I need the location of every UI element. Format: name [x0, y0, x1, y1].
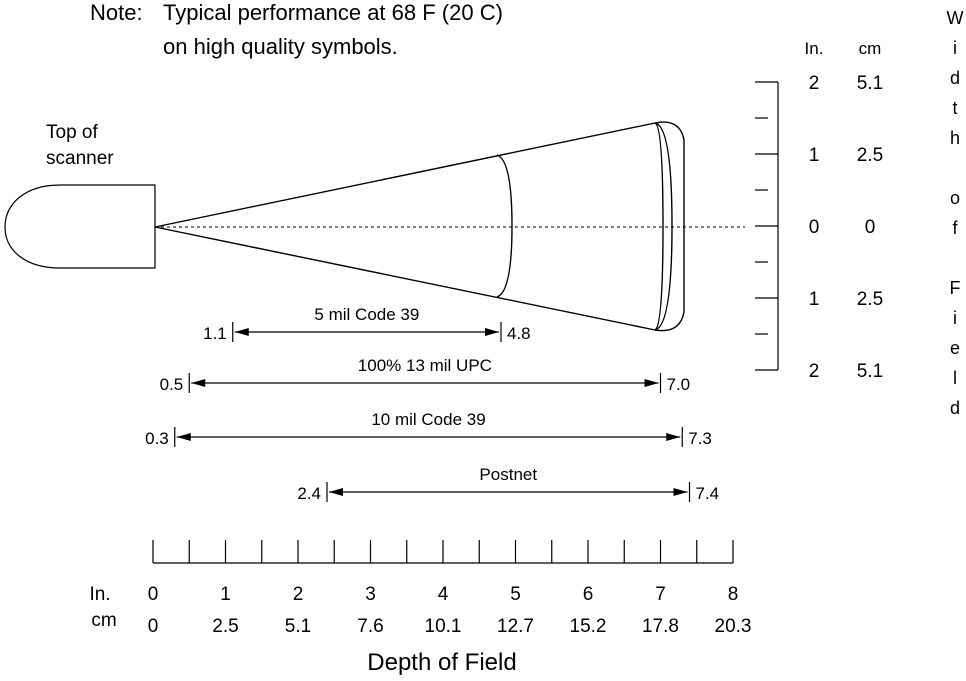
- tick-label: 2: [809, 73, 820, 94]
- arrowhead: [666, 433, 681, 441]
- tick-label: 5.1: [857, 73, 883, 94]
- tick-label: 0: [865, 217, 876, 238]
- tick-label: 2: [809, 361, 820, 382]
- arrowhead: [191, 379, 206, 387]
- beam: [154, 121, 685, 332]
- tick-label: 4: [438, 584, 449, 605]
- note-line: Typical performance at 68 F (20 C): [163, 0, 503, 25]
- tick-label: 0: [809, 217, 820, 238]
- arrowhead: [485, 328, 499, 336]
- scanner: [4, 184, 156, 269]
- range-max: 7.3: [688, 429, 712, 448]
- arrowhead: [329, 488, 343, 496]
- tick-label: 12.7: [497, 616, 534, 637]
- tick-label: 10.1: [425, 616, 462, 637]
- tick-label: 3: [365, 584, 376, 605]
- range-max: 7.4: [696, 484, 720, 503]
- tick-label: 20.3: [715, 616, 752, 637]
- unit-label: In.: [805, 39, 824, 58]
- range-min: 1.1: [203, 324, 227, 343]
- tick-label: 7.6: [357, 616, 383, 637]
- range-name: 5 mil Code 39: [314, 305, 419, 324]
- tick-label: 2: [293, 584, 304, 605]
- axis-title: Depth of Field: [367, 649, 516, 676]
- unit-label: cm: [859, 39, 882, 58]
- note-line: on high quality symbols.: [163, 34, 398, 59]
- width-scale: [755, 81, 779, 371]
- range-name: 10 mil Code 39: [371, 410, 485, 429]
- arrowhead: [234, 328, 249, 336]
- tick-label: 2.5: [857, 145, 883, 166]
- range-min: 2.4: [297, 484, 321, 503]
- tick-label: 7: [655, 584, 666, 605]
- tick-label: 6: [583, 584, 594, 605]
- tick-label: 0: [148, 616, 159, 637]
- tick-label: 1: [220, 584, 231, 605]
- tick-label: 17.8: [642, 616, 679, 637]
- tick-label: 0: [148, 584, 159, 605]
- width-axis-title: Width of Field: [945, 8, 965, 428]
- tick-label: 1: [809, 289, 820, 310]
- tick-label: 8: [728, 584, 739, 605]
- range-name: 100% 13 mil UPC: [358, 356, 492, 375]
- tick-label: 2.5: [212, 616, 238, 637]
- tick-label: 15.2: [570, 616, 607, 637]
- tick-label: 5.1: [857, 361, 883, 382]
- arrowhead: [673, 488, 688, 496]
- range-min: 0.3: [145, 429, 169, 448]
- tick-label: 1: [809, 145, 820, 166]
- scanner-label: Top of: [46, 122, 98, 143]
- scanner-label: scanner: [46, 148, 114, 169]
- tick-label: 5.1: [285, 616, 311, 637]
- arrowhead: [644, 379, 659, 387]
- range-max: 4.8: [507, 324, 531, 343]
- range-max: 7.0: [667, 375, 691, 394]
- range-name: Postnet: [479, 465, 537, 484]
- arrowhead: [176, 433, 191, 441]
- unit-label: In.: [89, 584, 110, 605]
- depth-scale: [152, 540, 734, 564]
- tick-label: 2.5: [857, 289, 883, 310]
- note-prefix: Note:: [90, 0, 143, 25]
- unit-label: cm: [91, 610, 116, 631]
- tick-label: 5: [510, 584, 521, 605]
- range-min: 0.5: [160, 375, 184, 394]
